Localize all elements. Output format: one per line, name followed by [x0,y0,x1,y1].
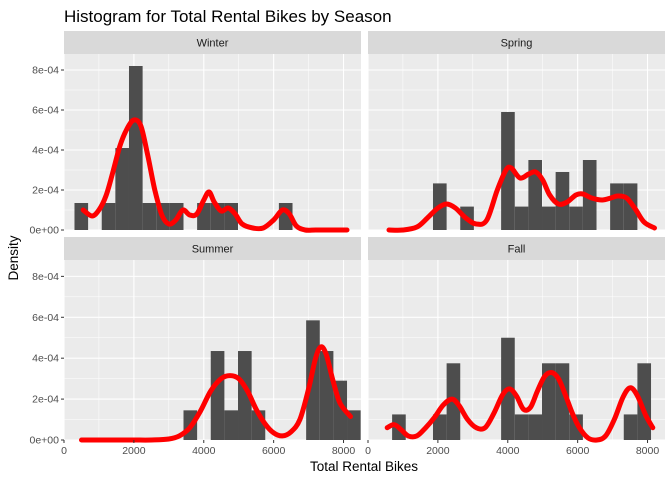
histogram-bar [128,66,143,230]
histogram-bar [528,414,543,440]
histogram-bar [623,183,638,230]
density-curve-fall [384,369,656,443]
facet-label-spring: Spring [501,38,533,50]
x-tick-label: 8000 [636,445,660,457]
x-axis-title: Total Rental Bikes [310,459,418,474]
density-curve-summer [79,344,353,443]
x-tick-label: 0 [61,445,67,457]
y-tick-label: 6e-04 [32,312,59,324]
y-tick-label: 0e+00 [30,435,60,447]
x-tick-label: 4000 [496,445,520,457]
histogram-bar [542,363,556,440]
y-tick-label: 8e-04 [32,271,59,283]
facet-summer: Summer 0e+00 2e-04 4e-04 6e-04 8e-04 0 2000 4000… [30,237,361,457]
x-tick-label: 6000 [262,445,286,457]
x-tick-label: 8000 [332,445,356,457]
facet-strip-summer [64,237,361,260]
histogram-bar [623,414,638,440]
density-curve-winter [80,117,350,233]
facet-spring: Spring [367,31,665,233]
facet-winter: Winter 0e+00 2e-04 4e-04 6e-04 8e-04 [30,31,361,237]
histogram-bar [74,203,89,230]
histogram-bar [514,206,529,230]
facet-strip-fall [368,237,665,260]
histogram-bar [569,414,583,440]
histogram-bar [101,203,116,230]
panel-background-fall [368,260,665,440]
histogram-bar [610,183,624,230]
y-tick-label: 4e-04 [32,145,59,157]
histogram-bar [210,351,225,440]
histogram-bar [224,410,239,440]
x-tick-label: 2000 [426,445,450,457]
x-tick-label: 6000 [566,445,590,457]
x-tick-label: 4000 [192,445,216,457]
y-tick-label: 6e-04 [32,105,59,117]
histogram-bar [555,172,570,230]
histogram-bar [238,351,252,440]
y-tick-label: 0e+00 [30,225,60,237]
histogram-bar [432,414,447,440]
facet-label-winter: Winter [197,38,229,50]
facet-strip-spring [368,31,665,54]
y-tick-label: 2e-04 [32,185,59,197]
histogram-bar [142,203,157,230]
y-axis-title: Density [6,235,21,280]
y-tick-label: 2e-04 [32,394,59,406]
facet-strip-winter [64,31,361,54]
facet-fall: Fall 0 2000 4000 6000 8000 [365,237,665,457]
histogram-bar [542,206,556,230]
x-tick-label: 0 [365,445,371,457]
histogram-bar [569,206,583,230]
x-tick-label: 2000 [122,445,146,457]
y-tick-label: 4e-04 [32,353,59,365]
histogram-bar [115,148,129,230]
histogram-bar [514,414,529,440]
facet-panels: Winter 0e+00 2e-04 4e-04 6e-04 8e-04 Spring Sum… [30,31,665,457]
density-curve-spring [386,164,657,233]
facet-label-fall: Fall [508,244,526,256]
facet-label-summer: Summer [192,244,234,256]
y-tick-label: 8e-04 [32,65,59,77]
chart-title: Histogram for Total Rental Bikes by Seas… [64,7,392,26]
